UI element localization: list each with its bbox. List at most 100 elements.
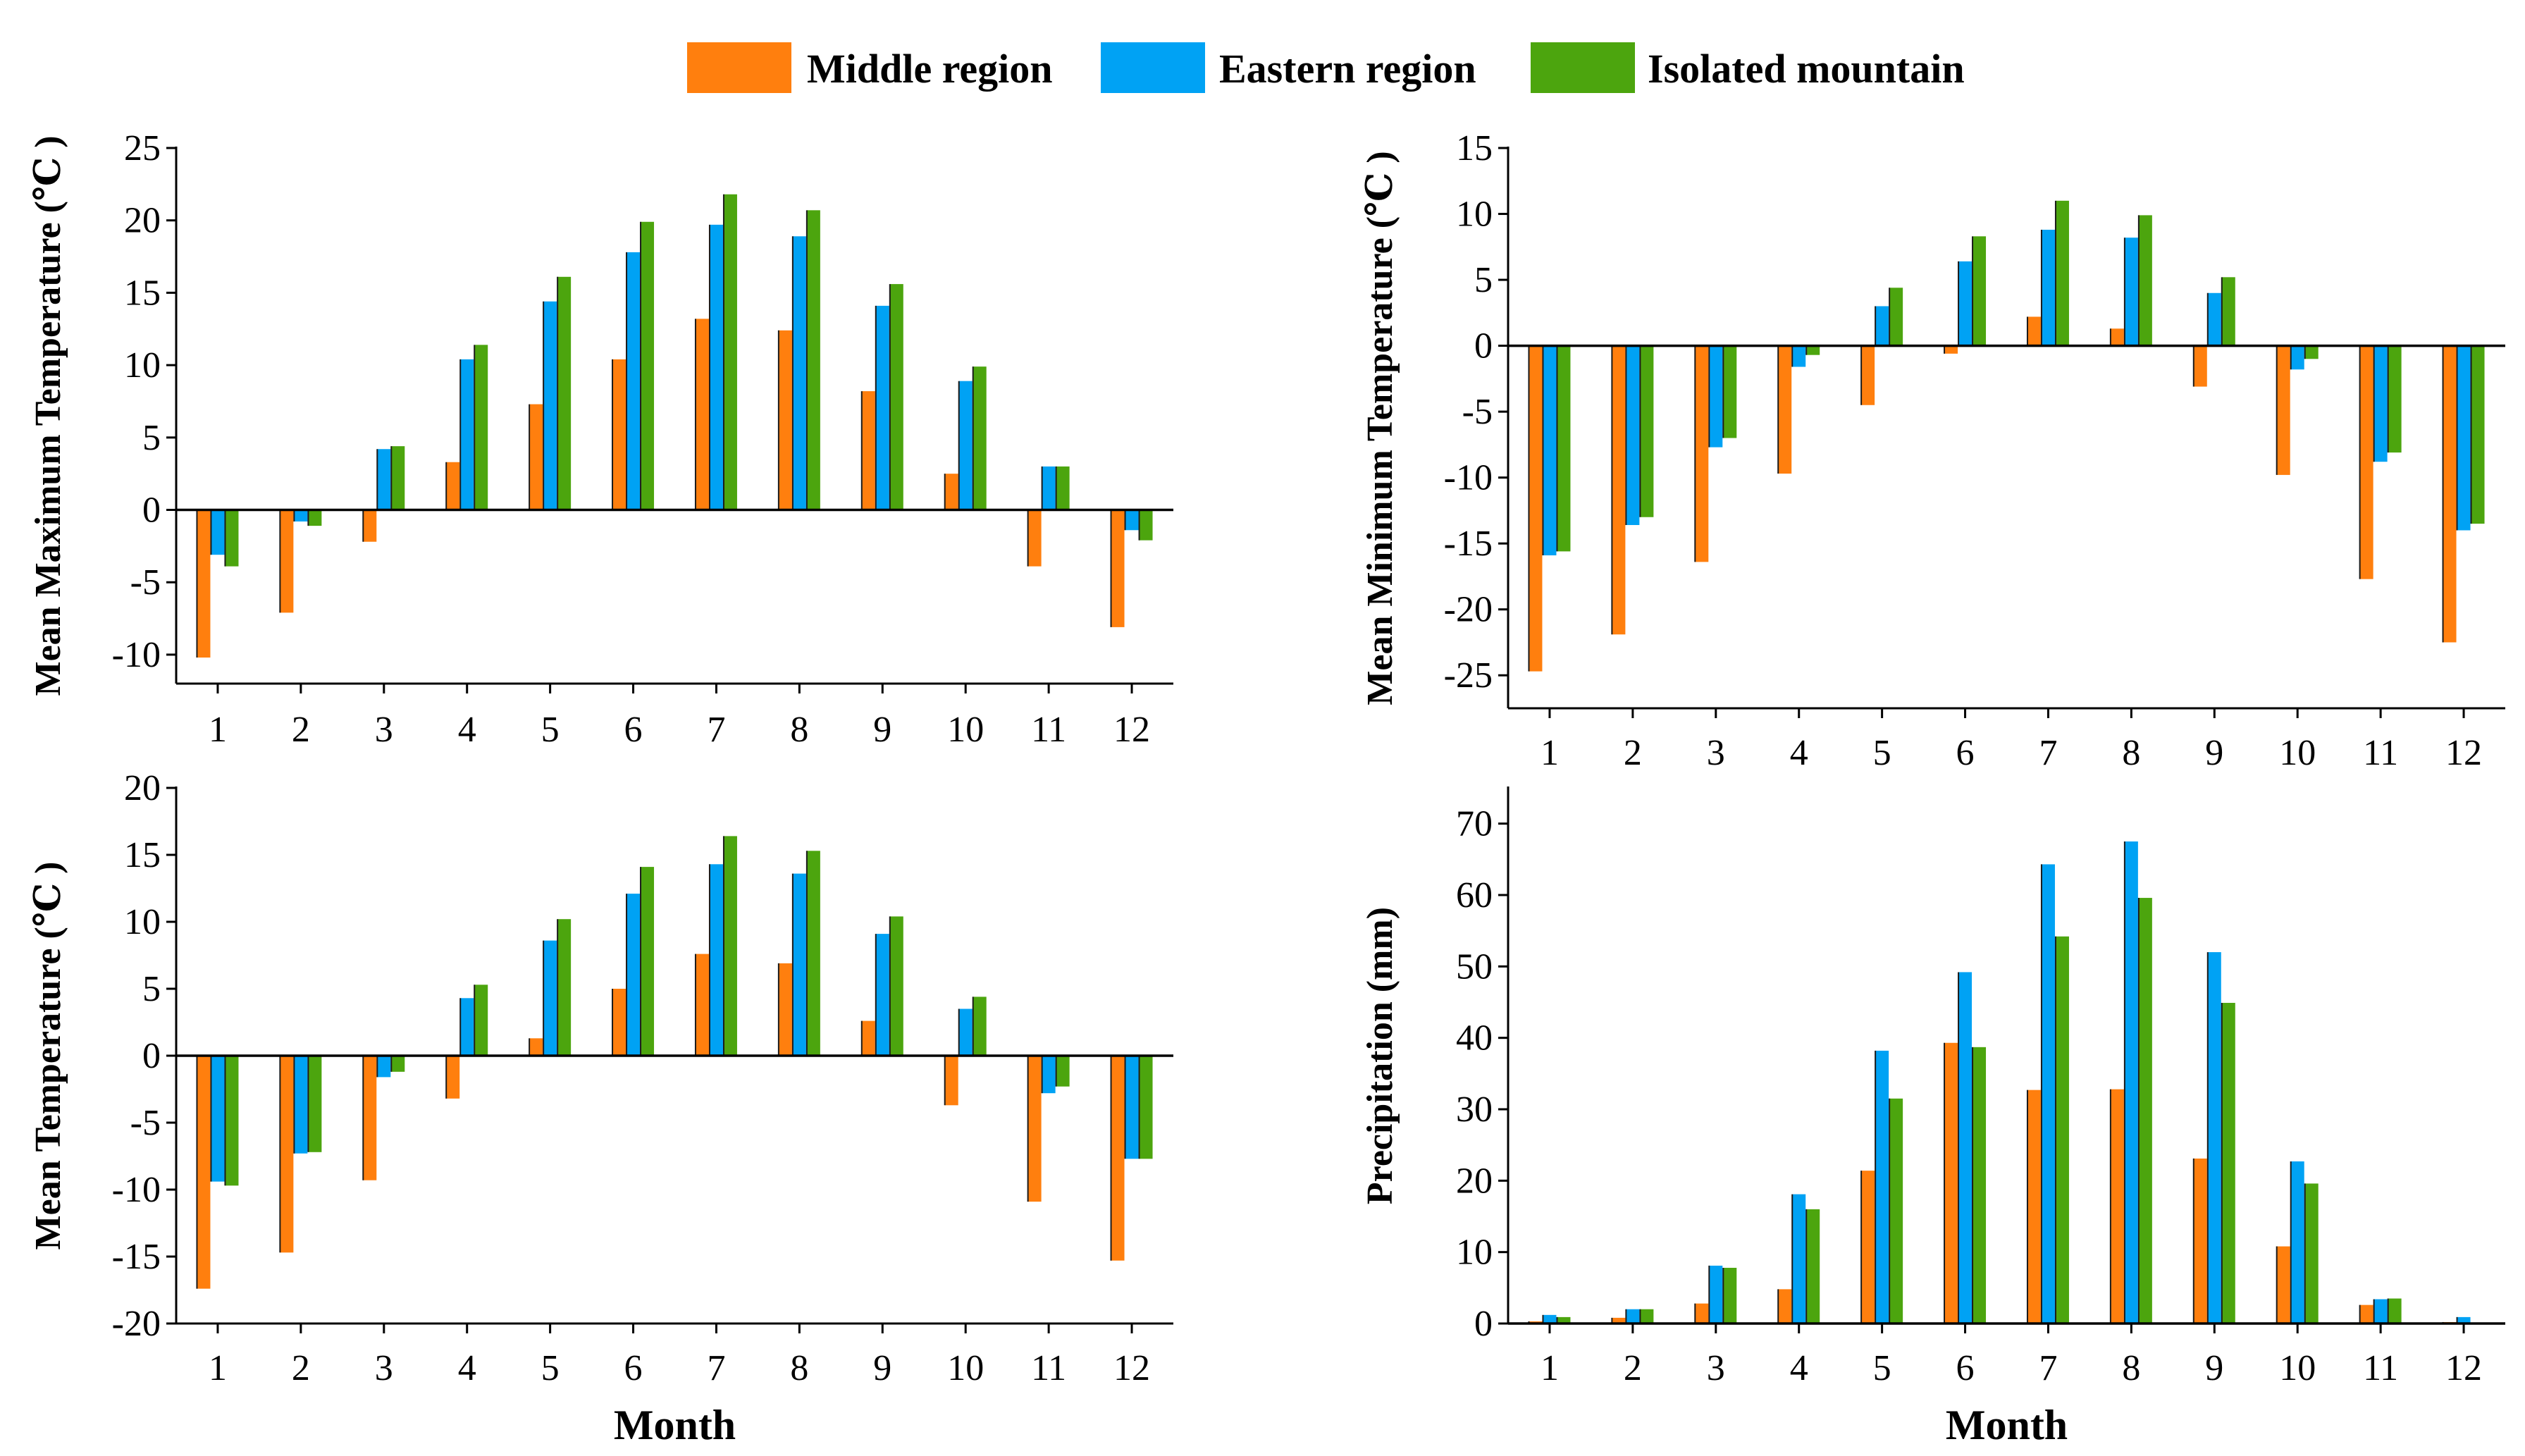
y-tick-label: -10 (112, 635, 161, 675)
bar (2055, 936, 2069, 1324)
bar (1889, 288, 1903, 346)
x-tick-label: 12 (2445, 1348, 2482, 1388)
bar (2041, 864, 2055, 1324)
x-tick-label: 3 (375, 1348, 393, 1388)
bar (806, 210, 820, 510)
bar (723, 836, 737, 1056)
bar (1806, 345, 1820, 355)
x-tick-label: 8 (2122, 733, 2140, 773)
bar (695, 319, 709, 510)
bar (1139, 1056, 1153, 1159)
x-tick-label: 10 (947, 710, 984, 750)
x-tick-label: 2 (292, 1348, 310, 1388)
bar (1111, 1056, 1125, 1261)
bar (944, 474, 958, 510)
bar (1695, 345, 1709, 562)
y-tick-label: 10 (1456, 195, 1493, 235)
x-tick-label: 7 (707, 1348, 725, 1388)
bar (446, 462, 460, 510)
bar (294, 510, 308, 522)
bar (1640, 1309, 1654, 1324)
y-tick-label: 30 (1456, 1090, 1493, 1130)
bar (1944, 345, 1958, 354)
bar (197, 1056, 211, 1289)
bar (2207, 292, 2221, 346)
x-tick-label: 3 (1707, 733, 1725, 773)
bar (280, 510, 294, 613)
y-tick-label: -10 (1444, 458, 1493, 498)
x-tick-label: 1 (1541, 733, 1559, 773)
bar (1529, 345, 1543, 672)
bar (2124, 841, 2138, 1324)
bar (294, 1056, 308, 1154)
bar (861, 391, 875, 510)
legend-label-eastern: Eastern region (1219, 46, 1476, 92)
x-tick-label: 10 (2279, 1348, 2316, 1388)
bar (2276, 345, 2290, 475)
bar (474, 985, 488, 1056)
bar (626, 252, 641, 510)
bar (2041, 229, 2055, 346)
x-tick-label: 8 (790, 1348, 808, 1388)
legend-label-isolated: Isolated mountain (1648, 46, 1965, 92)
x-tick-label: 3 (375, 710, 393, 750)
bar (1640, 345, 1654, 517)
bar (2290, 345, 2304, 370)
bar (529, 1038, 543, 1056)
y-tick-label: 25 (124, 128, 161, 168)
y-axis-title: Mean Temperature (℃ ) (28, 862, 68, 1250)
x-tick-label: 12 (1113, 710, 1150, 750)
bar (641, 221, 655, 510)
bar (1958, 972, 1973, 1324)
bar (1875, 306, 1889, 346)
bar (1958, 261, 1973, 346)
bar (2471, 345, 2485, 524)
bar (280, 1056, 294, 1253)
x-tick-label: 1 (1541, 1348, 1559, 1388)
bar (2373, 345, 2388, 462)
y-tick-label: 0 (142, 1036, 161, 1076)
x-tick-label: 10 (947, 1348, 984, 1388)
x-tick-label: 6 (1956, 733, 1975, 773)
bar (1778, 345, 1792, 474)
bar (2221, 277, 2235, 346)
bar (1778, 1289, 1792, 1324)
x-tick-label: 7 (2039, 733, 2057, 773)
bar (460, 998, 474, 1056)
y-tick-label: 20 (1456, 1161, 1493, 1201)
bar (1626, 345, 1640, 525)
bar (446, 1056, 460, 1099)
bar (723, 194, 737, 510)
y-tick-label: -5 (1462, 392, 1493, 432)
x-tick-label: 11 (1031, 710, 1066, 750)
y-tick-label: 5 (1474, 260, 1493, 300)
y-tick-label: 10 (124, 345, 161, 385)
bar (363, 510, 377, 542)
bar (1125, 510, 1139, 531)
bar (197, 510, 211, 658)
y-axis-title: Mean Minimum Temperature (℃ ) (1360, 151, 1400, 705)
y-tick-label: 15 (1456, 128, 1493, 168)
bar (2110, 328, 2124, 346)
bar (1806, 1209, 1820, 1324)
bar (1695, 1303, 1709, 1324)
y-tick-label: 5 (142, 969, 161, 1009)
bar (778, 963, 792, 1056)
y-tick-label: 10 (124, 902, 161, 942)
bar (1557, 345, 1571, 552)
y-tick-label: 20 (124, 201, 161, 241)
x-tick-label: 5 (541, 1348, 560, 1388)
bar (792, 873, 806, 1056)
x-tick-label: 4 (1790, 733, 1808, 773)
bar (709, 224, 723, 510)
x-tick-label: 2 (292, 710, 310, 750)
bar (612, 359, 626, 510)
bar (2388, 345, 2402, 453)
legend-swatch-isolated (1531, 42, 1635, 93)
x-tick-label: 9 (2205, 733, 2223, 773)
x-tick-label: 9 (2205, 1348, 2223, 1388)
